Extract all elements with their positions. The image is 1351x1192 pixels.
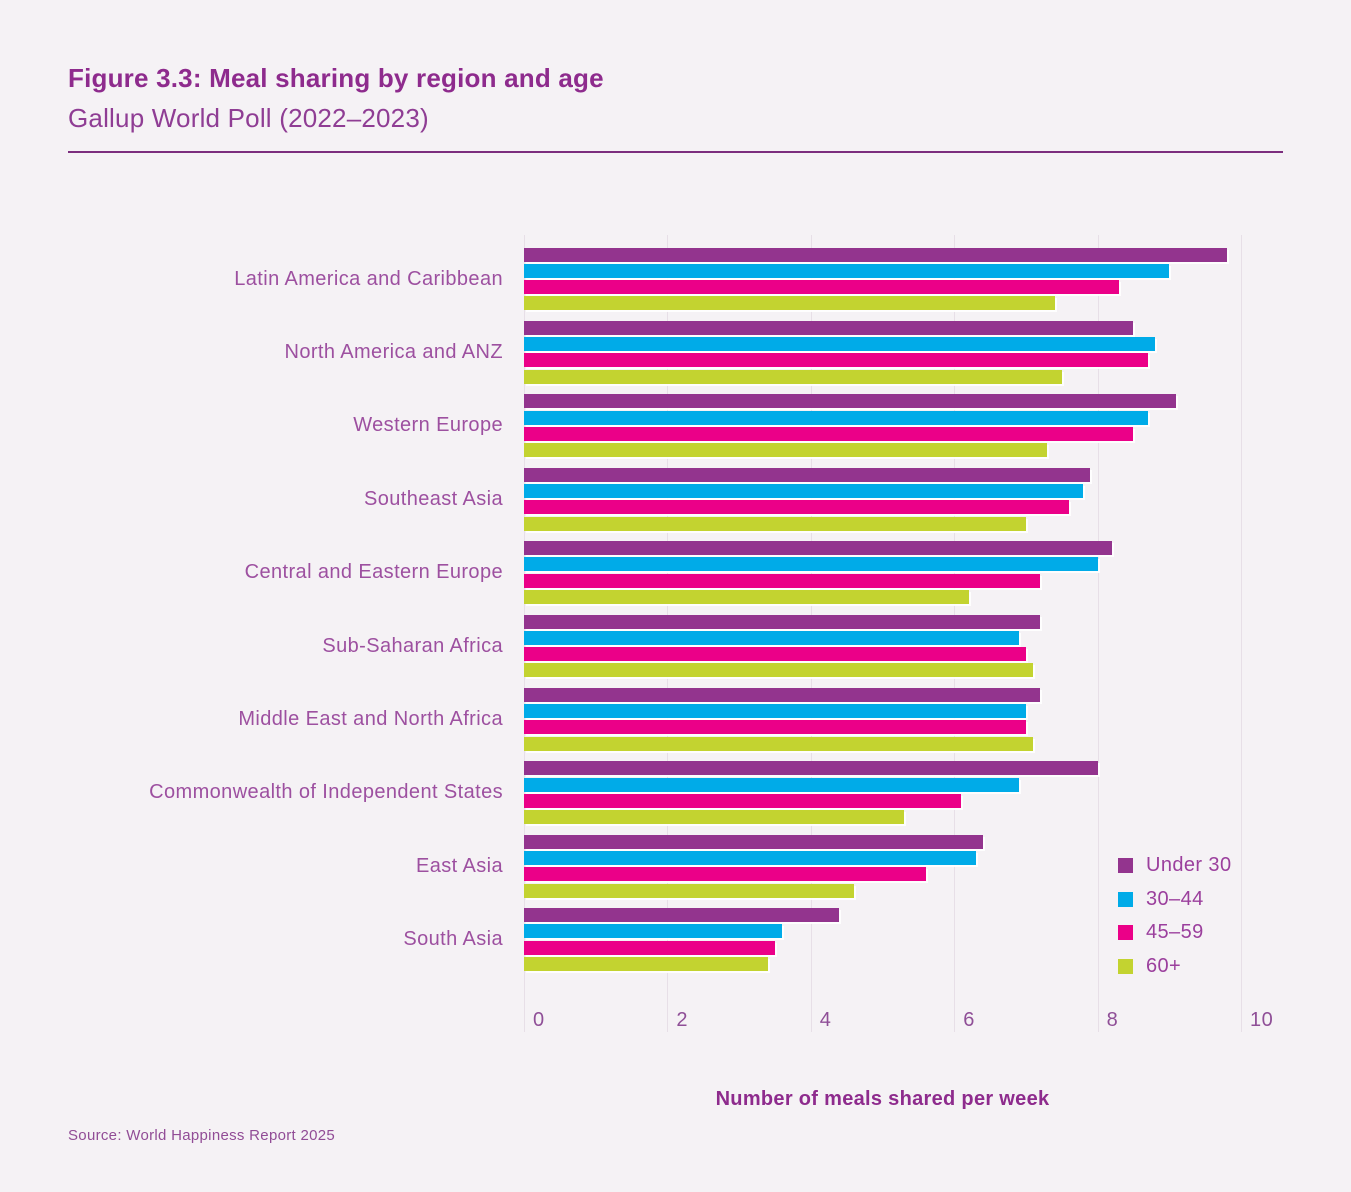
x-tick-label: 8 [1106,1009,1119,1031]
bar [524,924,783,939]
category-label: Commonwealth of Independent States [149,781,503,804]
bar [524,369,1062,384]
bar [524,704,1026,719]
category-label: Sub-Saharan Africa [322,634,503,657]
source-note: Source: World Happiness Report 2025 [68,1127,336,1144]
bar [524,410,1148,425]
plot-area: 0 2 4 6 8 10 Latin America and Caribbean North … [149,235,1273,1032]
bar [524,687,1041,702]
bar [524,834,983,849]
bar-group [524,761,1241,825]
legend-item-label: Under 30 [1146,854,1232,877]
bar [524,557,1098,572]
bar [524,483,1084,498]
bar [524,810,904,825]
bar [524,777,1019,792]
bar [524,663,1034,678]
bar [524,426,1134,441]
bar [524,867,926,882]
legend-item-label: 45–59 [1146,921,1204,944]
bar [524,614,1041,629]
figure-title: Figure 3.3: Meal sharing by region and a… [68,63,604,93]
bar [524,541,1112,556]
legend-swatch [1118,858,1133,874]
legend: Under 30 30–44 45–59 60+ [1118,849,1231,983]
bar [524,956,768,971]
bar-group [524,614,1241,678]
category-label: East Asia [416,854,503,877]
bar-group [524,908,1241,971]
bar [524,647,1026,662]
bar [524,736,1034,751]
bar-group [524,247,1241,311]
bar [524,500,1069,515]
bar [524,883,854,898]
category-label: North America and ANZ [284,340,503,363]
gridline [1097,235,1099,1032]
bar [524,589,969,604]
legend-item-label: 60+ [1146,954,1182,977]
bar [524,761,1098,776]
bar [524,320,1134,335]
bar [524,516,1026,531]
legend-swatch [1118,925,1133,941]
category-label: Western Europe [353,414,503,437]
figure-subtitle: Gallup World Poll (2022–2023) [68,103,429,133]
bar-group [524,320,1241,384]
bar-group [524,834,1241,898]
bar [524,467,1091,482]
bar-group [524,687,1241,751]
bar [524,296,1055,311]
legend-item: Under 30 [1118,849,1231,883]
bar [524,793,962,808]
bar [524,394,1177,409]
bar-group [524,394,1241,458]
category-label: Latin America and Caribbean [234,267,503,290]
x-tick-label: 0 [533,1009,545,1031]
bar [524,908,840,923]
x-tick-label: 10 [1250,1009,1274,1031]
bar [524,850,976,865]
bar [524,337,1155,352]
bar [524,573,1041,588]
legend-swatch [1118,958,1133,974]
category-label: Middle East and North Africa [238,707,503,730]
category-label: South Asia [403,928,503,951]
legend-item: 30–44 [1118,883,1231,917]
x-tick-label: 2 [676,1009,689,1031]
bar-group [524,541,1241,604]
bar [524,940,775,955]
legend-swatch [1118,891,1133,907]
category-label: Central and Eastern Europe [244,561,503,584]
bar [524,263,1170,278]
legend-item: 45–59 [1118,916,1231,950]
legend-item: 60+ [1118,950,1231,984]
bar [524,630,1019,645]
x-tick-label: 6 [963,1009,975,1031]
category-label: Southeast Asia [363,487,503,510]
bar-group [524,467,1241,531]
bar [524,353,1148,368]
gridline [1241,235,1242,1032]
x-axis-label: Number of meals shared per week [715,1088,1050,1110]
x-tick-label: 4 [819,1009,832,1031]
bar [524,443,1048,458]
title-divider [68,151,1283,153]
bar [524,247,1227,262]
bar [524,720,1026,735]
legend-item-label: 30–44 [1146,887,1204,910]
bar [524,280,1120,295]
